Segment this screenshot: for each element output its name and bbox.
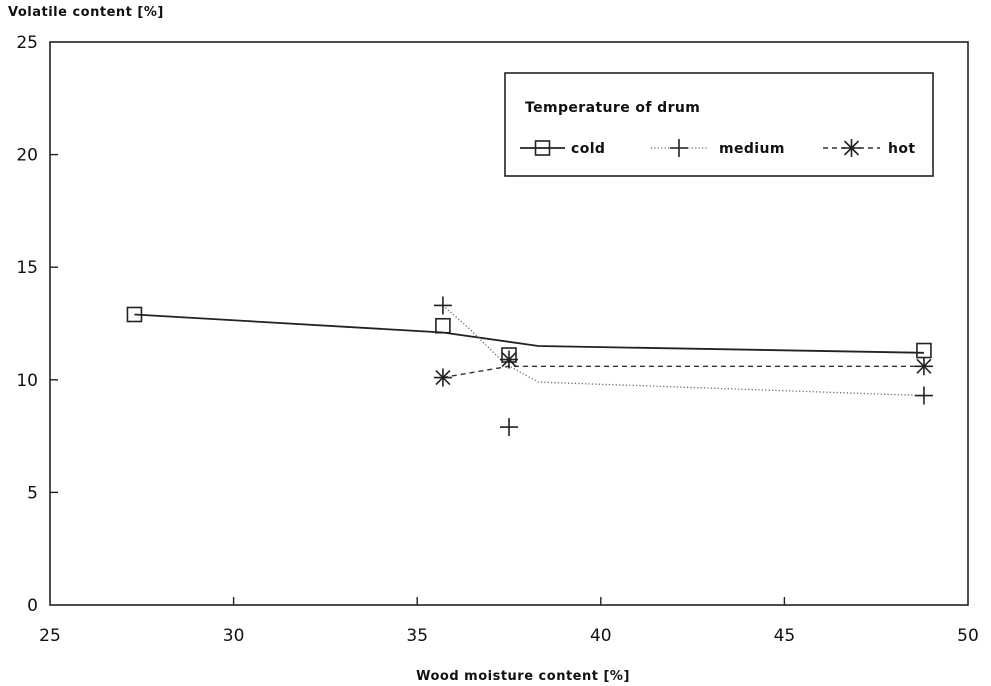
marker-shape <box>534 140 551 156</box>
legend-label-medium: medium <box>719 141 785 157</box>
x-tick-label: 50 <box>957 626 979 646</box>
y-tick-label: 25 <box>16 33 38 53</box>
legend-entry-medium: medium <box>651 139 785 157</box>
x-tick-label: 25 <box>39 626 61 646</box>
legend-box <box>504 72 934 177</box>
legend-marker-hot <box>842 139 861 157</box>
marker-shape <box>126 306 143 323</box>
legend-marker-medium <box>670 139 688 157</box>
x-axis-title: Wood moisture content [%] <box>416 669 630 684</box>
data-point-medium <box>914 386 933 405</box>
data-point-cold <box>126 306 143 323</box>
plot-frame <box>49 41 969 606</box>
y-tick-label: 20 <box>16 146 38 166</box>
legend-entry-cold: cold <box>520 140 605 157</box>
x-tick-label: 40 <box>590 626 612 646</box>
x-tick-label: 45 <box>774 626 796 646</box>
marker-shape <box>501 351 517 368</box>
data-point-hot <box>500 350 518 369</box>
marker-shape <box>435 369 451 386</box>
marker-shape <box>916 358 932 374</box>
x-tick-label: 35 <box>406 626 428 646</box>
legend-label-cold: cold <box>571 141 605 157</box>
marker-shape <box>435 317 451 334</box>
data-point-medium <box>433 296 452 315</box>
series-line-cold <box>134 313 924 354</box>
marker-shape <box>843 140 860 156</box>
legend: Temperature of drum cold medium hot <box>504 72 934 177</box>
data-point-hot <box>433 368 452 387</box>
data-point-medium <box>500 418 518 437</box>
legend-title: Temperature of drum <box>525 100 700 116</box>
y-tick-label: 10 <box>16 371 38 391</box>
data-point-cold <box>435 317 451 334</box>
legend-label-hot: hot <box>888 141 915 157</box>
legend-marker-cold <box>534 140 551 156</box>
axes: 25 30 35 40 45 50 0 5 10 15 20 25 Volatile content [… <box>8 5 979 684</box>
x-tick-label: 30 <box>223 626 245 646</box>
y-tick-label: 15 <box>16 258 38 278</box>
legend-entry-hot: hot <box>823 139 915 157</box>
y-tick-label: 5 <box>27 483 38 503</box>
y-axis-title: Volatile content [%] <box>8 5 164 20</box>
y-tick-label: 0 <box>27 596 38 616</box>
series-markers <box>126 296 933 437</box>
data-point-hot <box>914 357 933 376</box>
